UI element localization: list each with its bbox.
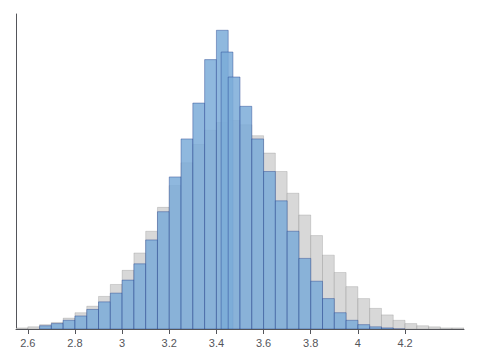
svg-text:4: 4	[355, 337, 361, 349]
svg-text:3.8: 3.8	[303, 337, 318, 349]
svg-text:3.4: 3.4	[209, 337, 224, 349]
svg-text:4.2: 4.2	[397, 337, 412, 349]
svg-text:3.2: 3.2	[162, 337, 177, 349]
svg-text:3.6: 3.6	[256, 337, 271, 349]
svg-text:2.8: 2.8	[67, 337, 82, 349]
svg-text:3: 3	[119, 337, 125, 349]
svg-text:2.6: 2.6	[20, 337, 35, 349]
